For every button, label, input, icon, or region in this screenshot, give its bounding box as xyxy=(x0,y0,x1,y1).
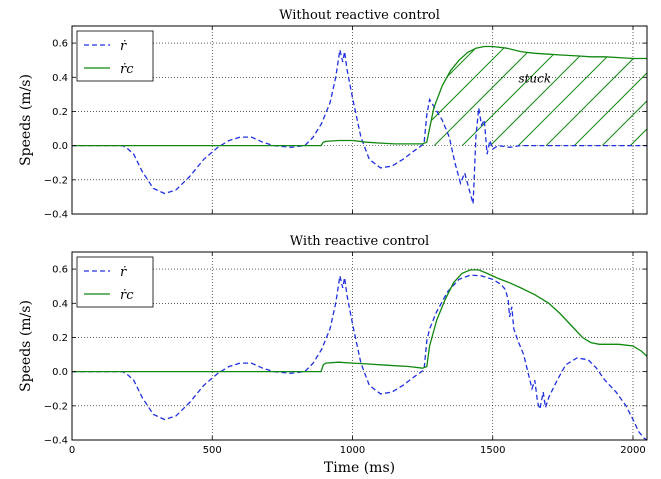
chart-title: With reactive control xyxy=(290,234,429,249)
hatch-line xyxy=(601,46,647,146)
hatch-line xyxy=(461,46,569,146)
hatch-line xyxy=(433,46,541,146)
series-line-r-dot-c xyxy=(72,269,647,373)
x-tick-label: 1000 xyxy=(340,445,365,456)
series-line-r-dot-c xyxy=(72,45,647,147)
y-axis-label: Speeds (m/s) xyxy=(18,300,34,392)
hatch-line xyxy=(429,46,485,146)
chart-with-reactive-control: With reactive control 0.6 0.4 0.2 0.0 −0.2 −0… xyxy=(18,234,648,476)
x-tick-label: 1500 xyxy=(480,445,505,456)
y-tick-label: 0.6 xyxy=(52,39,68,50)
y-axis-ticks: 0.6 0.4 0.2 0.0 −0.2 −0.4 xyxy=(44,265,647,447)
y-tick-label: 0.2 xyxy=(52,333,68,344)
plot-area-frame xyxy=(71,251,648,441)
x-tick-label: 0 xyxy=(69,445,75,456)
legend: ṙ ṙc xyxy=(76,30,154,82)
hatch-line xyxy=(429,46,457,146)
y-tick-label: −0.2 xyxy=(44,175,68,186)
legend-box xyxy=(76,30,154,82)
legend-box xyxy=(76,256,154,308)
chart-without-reactive-control: Without reactive control 0.6 0.4 0.2 0.0 −0.… xyxy=(18,8,648,221)
grid xyxy=(72,252,647,441)
stuck-annotation: stuck xyxy=(518,71,551,85)
legend-label-r: ṙ xyxy=(120,39,127,54)
y-tick-label: 0.6 xyxy=(52,265,68,276)
y-tick-label: 0.0 xyxy=(52,367,68,378)
series-group xyxy=(72,45,647,204)
hatch-line xyxy=(573,46,647,146)
legend: ṙ ṙc xyxy=(76,256,154,308)
stuck-hatched-region xyxy=(322,40,647,146)
legend-label-rc: ṙc xyxy=(120,62,134,77)
plot-area-frame xyxy=(71,25,648,215)
y-tick-label: 0.4 xyxy=(52,73,68,84)
x-tick-label: 2000 xyxy=(620,445,645,456)
series-line-r-dot xyxy=(72,274,647,440)
hatch-line xyxy=(629,46,647,146)
y-tick-label: 0.2 xyxy=(52,107,68,118)
x-axis-label: Time (ms) xyxy=(324,460,395,476)
series-line-r-dot xyxy=(72,49,647,204)
hatch-line xyxy=(489,46,597,146)
x-axis-ticks: 0 500 1000 1500 2000 xyxy=(69,252,646,456)
hatch-line xyxy=(429,46,513,146)
legend-label-r: ṙ xyxy=(120,265,127,280)
y-axis-ticks: 0.6 0.4 0.2 0.0 −0.2 −0.4 xyxy=(44,39,647,221)
y-axis-label: Speeds (m/s) xyxy=(18,74,34,166)
hatch-line xyxy=(322,40,428,146)
legend-label-rc: ṙc xyxy=(120,288,134,303)
hatch-lines xyxy=(322,40,647,146)
y-tick-label: −0.4 xyxy=(44,436,68,447)
y-tick-label: −0.4 xyxy=(44,210,68,221)
chart-title: Without reactive control xyxy=(279,8,440,23)
series-group xyxy=(72,269,647,440)
y-tick-label: −0.2 xyxy=(44,401,68,412)
x-tick-label: 500 xyxy=(203,445,222,456)
y-tick-label: 0.4 xyxy=(52,299,68,310)
y-tick-label: 0.0 xyxy=(52,141,68,152)
grid xyxy=(71,26,647,215)
